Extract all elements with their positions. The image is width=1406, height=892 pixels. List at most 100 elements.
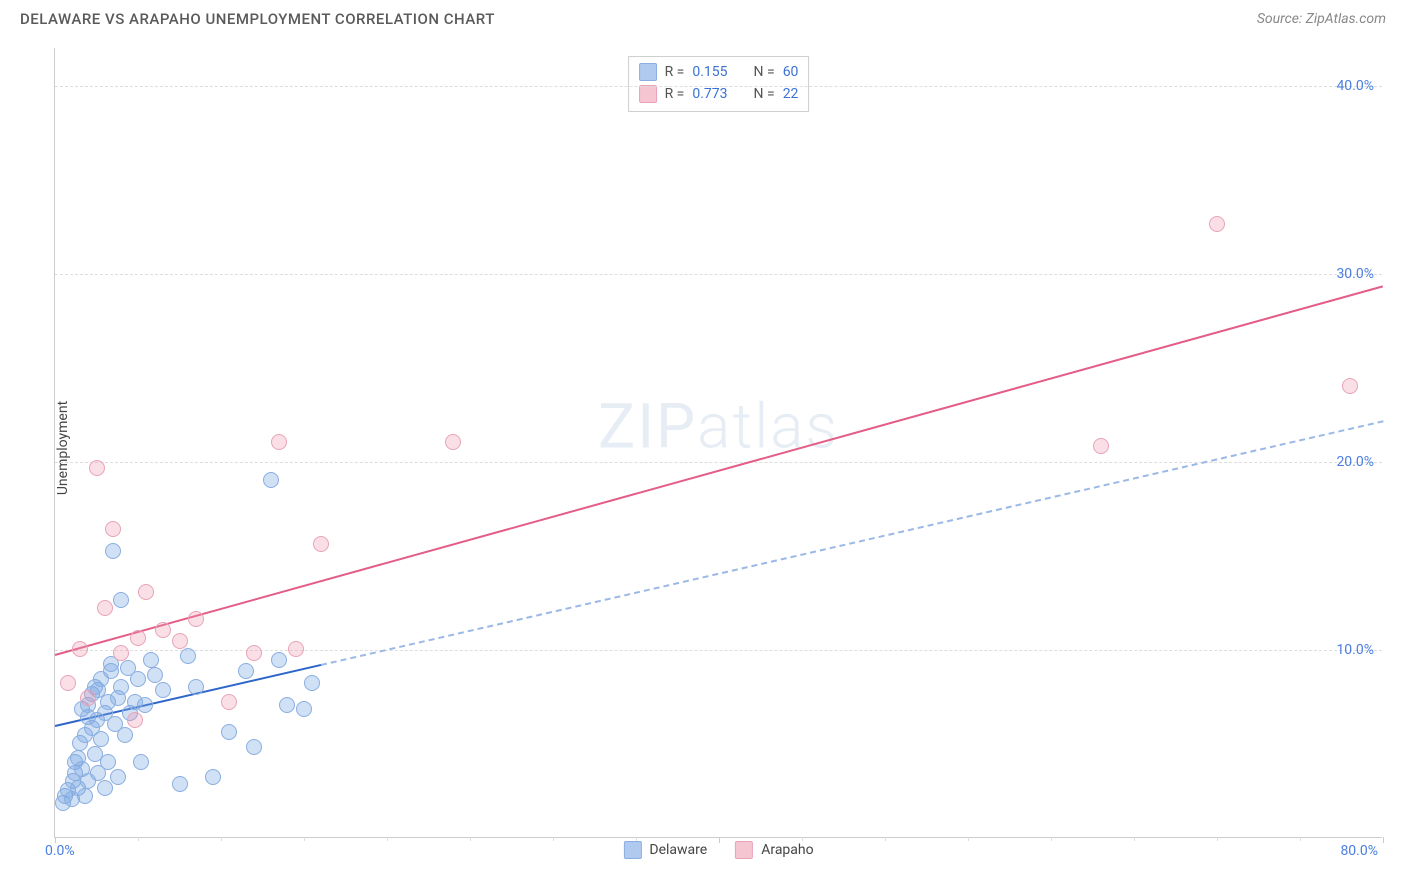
x-tick-minor — [304, 837, 305, 841]
data-point — [89, 460, 105, 476]
x-tick-minor — [1300, 837, 1301, 841]
data-point — [172, 776, 188, 792]
x-tick-minor — [1217, 837, 1218, 841]
stats-legend-box: R =0.155N =60R =0.773N =22 — [628, 56, 810, 112]
x-tick-minor — [802, 837, 803, 841]
x-tick-minor — [138, 837, 139, 841]
data-point — [72, 641, 88, 657]
x-axis-max-label: 80.0% — [1340, 843, 1378, 859]
legend-swatch — [735, 841, 753, 859]
data-point — [97, 600, 113, 616]
data-point — [147, 667, 163, 683]
data-point — [246, 645, 262, 661]
data-point — [313, 536, 329, 552]
legend-swatch — [639, 63, 657, 81]
data-point — [263, 472, 279, 488]
watermark-b: atlas — [697, 390, 839, 463]
data-point — [246, 739, 262, 755]
data-point — [97, 780, 113, 796]
data-point — [1209, 216, 1225, 232]
data-point — [271, 434, 287, 450]
data-point — [110, 769, 126, 785]
x-tick-major — [1383, 837, 1384, 843]
y-tick-label: 40.0% — [1336, 78, 1374, 94]
chart-title: DELAWARE VS ARAPAHO UNEMPLOYMENT CORRELA… — [20, 10, 495, 28]
data-point — [304, 675, 320, 691]
data-point — [288, 641, 304, 657]
legend-item: Delaware — [623, 841, 707, 859]
watermark: ZIPatlas — [598, 390, 839, 463]
stat-r-value: 0.155 — [692, 64, 727, 80]
data-point — [100, 754, 116, 770]
watermark-a: ZIP — [598, 390, 697, 463]
x-tick-minor — [553, 837, 554, 841]
stat-n-label: N = — [754, 64, 775, 80]
series-legend: Delaware Arapaho — [623, 841, 813, 859]
data-point — [221, 724, 237, 740]
data-point — [445, 434, 461, 450]
x-tick-minor — [221, 837, 222, 841]
data-point — [77, 788, 93, 804]
x-tick-minor — [636, 837, 637, 841]
source-prefix: Source: — [1257, 11, 1306, 27]
legend-swatch — [623, 841, 641, 859]
data-point — [117, 727, 133, 743]
stats-row: R =0.155N =60 — [639, 61, 799, 83]
gridline-h — [55, 86, 1382, 87]
legend-label: Arapaho — [761, 842, 813, 858]
stat-r-label: R = — [665, 64, 685, 80]
stat-r-value: 0.773 — [692, 86, 727, 102]
data-point — [113, 592, 129, 608]
x-tick-minor — [470, 837, 471, 841]
chart-area: Unemployment ZIPatlas R =0.155N =60R =0.… — [18, 42, 1388, 854]
data-point — [138, 584, 154, 600]
data-point — [296, 701, 312, 717]
legend-item: Arapaho — [735, 841, 813, 859]
gridline-h — [55, 462, 1382, 463]
data-point — [137, 697, 153, 713]
data-point — [155, 622, 171, 638]
stat-n-label: N = — [754, 86, 775, 102]
data-point — [1342, 378, 1358, 394]
source-attribution: Source: ZipAtlas.com — [1257, 11, 1386, 27]
data-point — [130, 671, 146, 687]
x-tick-minor — [1051, 837, 1052, 841]
x-tick-minor — [968, 837, 969, 841]
trend-line — [55, 285, 1384, 656]
legend-label: Delaware — [649, 842, 707, 858]
stat-r-label: R = — [665, 86, 685, 102]
x-tick-major — [55, 837, 56, 843]
x-tick-minor — [387, 837, 388, 841]
data-point — [93, 731, 109, 747]
data-point — [143, 652, 159, 668]
data-point — [271, 652, 287, 668]
data-point — [105, 521, 121, 537]
x-tick-minor — [885, 837, 886, 841]
chart-header: DELAWARE VS ARAPAHO UNEMPLOYMENT CORRELA… — [0, 0, 1406, 36]
data-point — [105, 543, 121, 559]
data-point — [1093, 438, 1109, 454]
gridline-h — [55, 274, 1382, 275]
data-point — [279, 697, 295, 713]
data-point — [221, 694, 237, 710]
y-tick-label: 10.0% — [1336, 642, 1374, 658]
data-point — [113, 679, 129, 695]
data-point — [133, 754, 149, 770]
y-tick-label: 30.0% — [1336, 266, 1374, 282]
source-name: ZipAtlas.com — [1306, 11, 1386, 27]
x-axis-min-label: 0.0% — [45, 843, 75, 859]
data-point — [155, 682, 171, 698]
data-point — [127, 712, 143, 728]
y-tick-label: 20.0% — [1336, 454, 1374, 470]
data-point — [172, 633, 188, 649]
data-point — [80, 690, 96, 706]
data-point — [60, 675, 76, 691]
data-point — [188, 679, 204, 695]
data-point — [113, 645, 129, 661]
data-point — [205, 769, 221, 785]
x-tick-major — [719, 837, 720, 843]
data-point — [238, 663, 254, 679]
plot-region: ZIPatlas R =0.155N =60R =0.773N =22 0.0%… — [54, 48, 1382, 838]
data-point — [130, 630, 146, 646]
trend-line — [320, 420, 1383, 666]
